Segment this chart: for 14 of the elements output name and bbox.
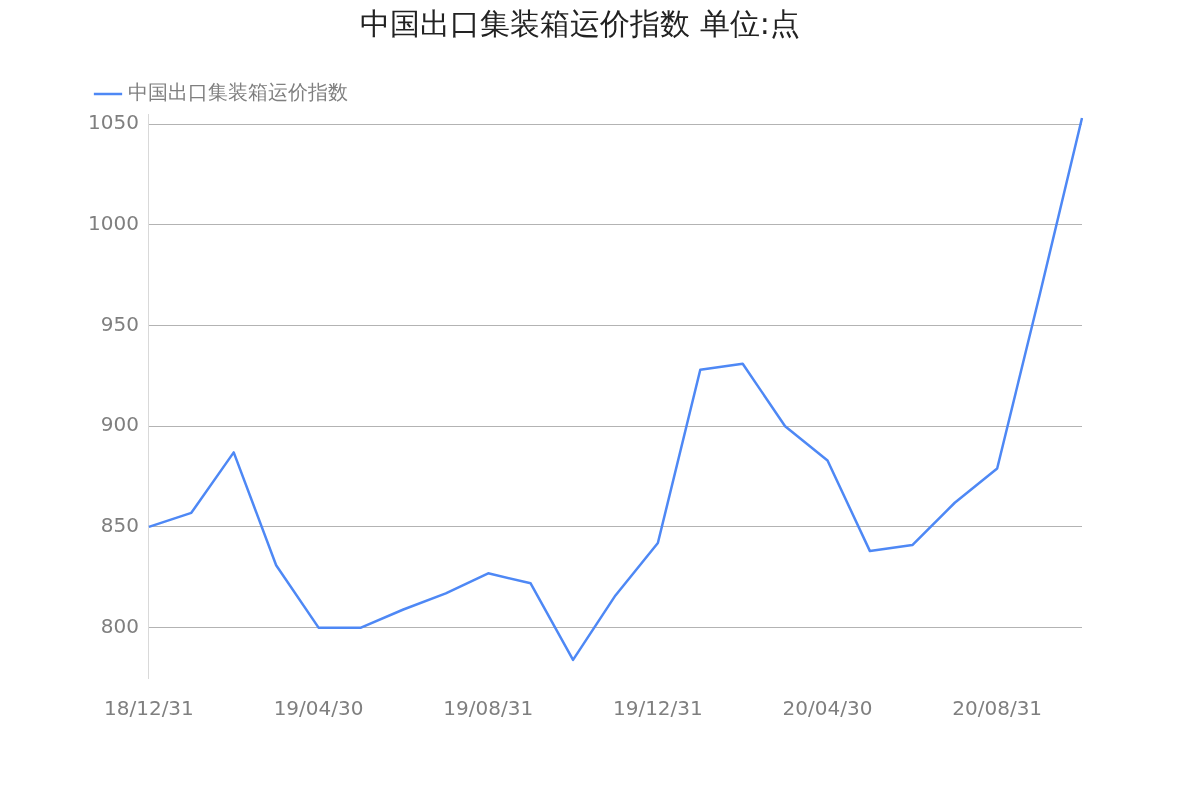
x-tick-label: 20/04/30 xyxy=(782,696,873,721)
x-tick-label: 19/04/30 xyxy=(273,696,364,721)
x-tick-label: 18/12/31 xyxy=(103,696,194,721)
x-tick-label: 19/08/31 xyxy=(443,696,534,721)
y-tick-label: 850 xyxy=(100,513,139,538)
y-tick-label: 1050 xyxy=(87,110,139,135)
y-tick-label: 900 xyxy=(100,412,139,437)
y-tick-label: 1000 xyxy=(87,210,139,235)
legend-label: 中国出口集装箱运价指数 xyxy=(128,80,348,105)
x-tick-label: 19/12/31 xyxy=(612,696,703,721)
y-tick-label: 950 xyxy=(100,311,139,336)
y-tick-label: 800 xyxy=(100,613,139,638)
x-tick-label: 20/08/31 xyxy=(952,696,1043,721)
chart-title: 中国出口集装箱运价指数 单位:点 xyxy=(360,5,800,41)
